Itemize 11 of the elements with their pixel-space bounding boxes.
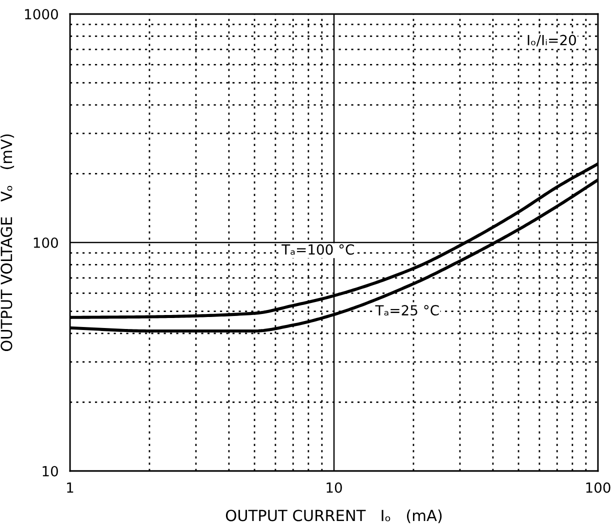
x-tick-label: 100: [586, 482, 610, 493]
x-tick-label: 1: [67, 482, 74, 493]
annotation: Iₒ/Iᵢ=20: [528, 34, 576, 46]
x-tick-label: 10: [326, 482, 342, 493]
annotation: Tₐ=100 °C: [282, 244, 354, 255]
y-axis-title: OUTPUT VOLTAGE Vₒ (mV): [0, 134, 14, 352]
y-tick-label: 100: [34, 237, 58, 248]
y-tick-label: 10: [42, 466, 58, 476]
y-tick-label: 1000: [25, 8, 58, 20]
annotation: Tₐ=25 °C: [375, 305, 439, 316]
x-axis-title: OUTPUT CURRENT Iₒ (mA): [226, 509, 442, 524]
